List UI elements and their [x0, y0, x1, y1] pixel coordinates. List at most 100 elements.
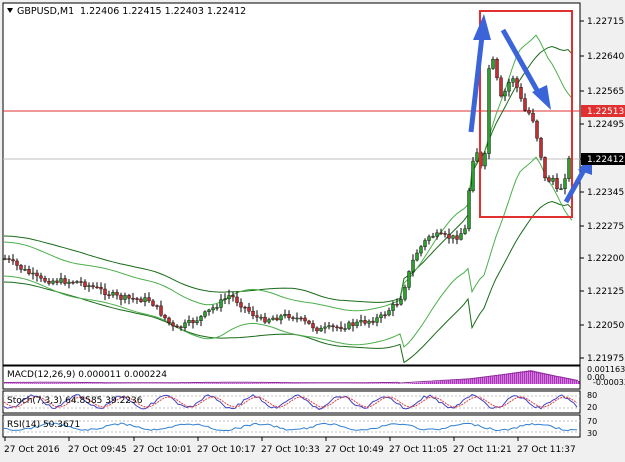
macd-bar — [446, 381, 448, 384]
candle-body — [228, 296, 231, 299]
macd-bar — [192, 383, 194, 384]
price-tick-label: 1.22275 — [587, 222, 624, 232]
macd-bar — [224, 383, 226, 384]
candle-body — [80, 282, 83, 283]
macd-bar — [394, 383, 396, 384]
macd-bar — [210, 383, 212, 384]
macd-bar — [494, 375, 496, 384]
candle-body — [392, 304, 395, 310]
candle-body — [560, 189, 563, 190]
candle-body — [112, 292, 115, 295]
macd-bar — [54, 383, 56, 384]
macd-bar — [562, 377, 564, 384]
candle-body — [64, 279, 67, 284]
macd-bar — [250, 383, 252, 384]
candle-body — [488, 69, 491, 154]
macd-bar — [232, 383, 234, 384]
macd-bar — [390, 383, 392, 384]
candle-body — [528, 110, 531, 113]
macd-bar — [548, 374, 550, 384]
macd-bar — [206, 383, 208, 384]
candle-body — [416, 253, 419, 260]
candle-body — [104, 289, 107, 295]
macd-bar — [218, 383, 220, 384]
rsi-axis-30: 30 — [587, 429, 597, 438]
candle-body — [28, 269, 31, 273]
macd-bar — [6, 383, 8, 384]
macd-bar — [498, 375, 500, 384]
candle-body — [132, 298, 135, 299]
macd-bar — [64, 383, 66, 384]
candle-body — [224, 299, 227, 300]
macd-bar — [234, 383, 236, 384]
candle-body — [68, 282, 71, 283]
macd-bar — [248, 383, 250, 384]
macd-bar — [574, 380, 576, 384]
macd-bar — [472, 379, 474, 384]
candle-body — [376, 318, 379, 323]
macd-bar — [10, 383, 12, 384]
macd-label: MACD(12,26,9) 0.000011 0.000224 — [7, 370, 167, 380]
price-tick-label: 1.22050 — [587, 321, 624, 331]
macd-bar — [14, 383, 16, 384]
macd-bar — [500, 375, 502, 385]
macd-bar — [380, 383, 382, 384]
candle-body — [100, 287, 103, 289]
candle-body — [92, 286, 95, 287]
candle-body — [124, 295, 127, 299]
macd-bar — [214, 383, 216, 384]
macd-bar — [396, 383, 398, 384]
candle-body — [516, 79, 519, 88]
stoch-label: Stoch(7,3,3) 64.8585 39.2236 — [7, 396, 143, 406]
candle-body — [44, 278, 47, 281]
candle-body — [472, 161, 475, 191]
macd-bar — [80, 383, 82, 384]
macd-bar — [282, 383, 284, 384]
time-tick-label: 27 Oct 10:49 — [325, 445, 384, 455]
macd-bar — [458, 380, 460, 384]
macd-bar — [44, 383, 46, 384]
macd-bar — [528, 370, 530, 384]
macd-bar — [94, 383, 96, 384]
candle-body — [436, 233, 439, 236]
candle-body — [272, 318, 275, 320]
candle-body — [312, 323, 315, 327]
macd-bar — [418, 383, 420, 384]
candle-body — [168, 318, 171, 323]
macd-bar — [448, 381, 450, 384]
macd-bar — [530, 370, 532, 384]
rsi-pane[interactable] — [3, 415, 580, 437]
macd-bar — [546, 374, 548, 384]
macd-bar — [526, 371, 528, 384]
candle-body — [4, 259, 7, 260]
macd-bar — [378, 383, 380, 384]
stoch-axis-20: 20 — [587, 403, 597, 412]
macd-bar — [566, 378, 568, 384]
macd-bar — [554, 376, 556, 385]
macd-bar — [30, 383, 32, 384]
price-tick-label: 1.22640 — [587, 52, 624, 62]
price-axis[interactable]: 1.227151.226401.225651.224951.224201.223… — [580, 17, 624, 364]
macd-bar — [542, 373, 544, 384]
macd-bar — [196, 383, 198, 384]
macd-bar — [442, 381, 444, 384]
candle-body — [440, 233, 443, 234]
macd-bar — [420, 383, 422, 384]
macd-bar — [256, 383, 258, 384]
macd-bar — [266, 383, 268, 384]
price-level-tag-text: 1.22513 — [587, 107, 624, 117]
macd-bar — [496, 375, 498, 384]
candle-body — [360, 320, 363, 322]
macd-bar — [522, 371, 524, 384]
macd-bar — [428, 382, 430, 384]
macd-bar — [464, 379, 466, 384]
candle-body — [388, 311, 391, 315]
macd-bar — [190, 383, 192, 384]
symbol-label: GBPUSD,M1 — [17, 6, 74, 17]
candle-body — [320, 328, 323, 331]
macd-bar — [484, 377, 486, 384]
candle-body — [12, 260, 15, 261]
